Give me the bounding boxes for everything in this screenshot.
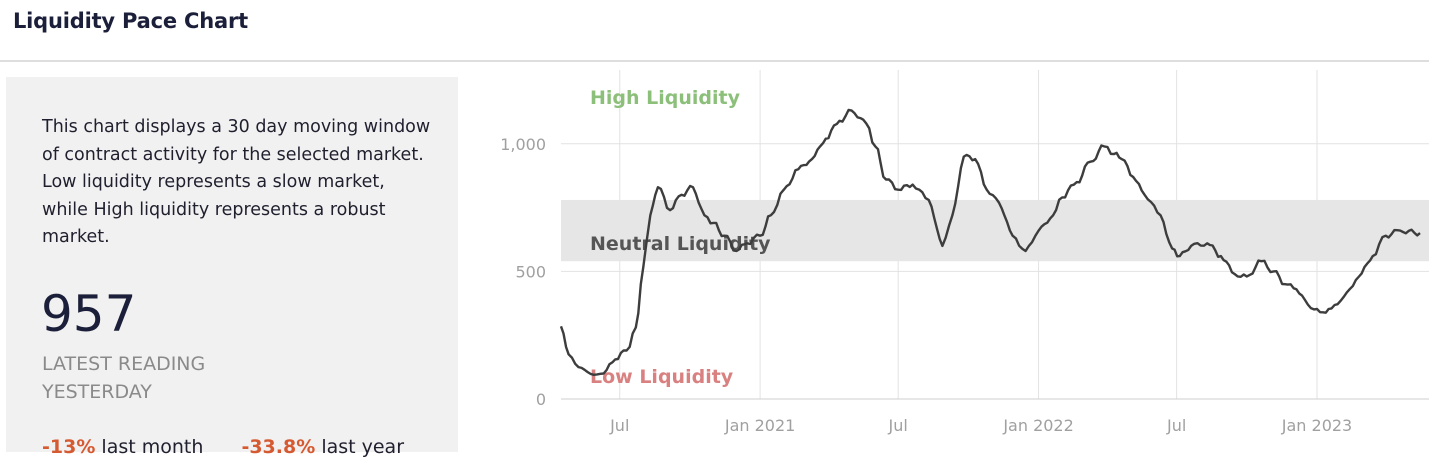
liquidity-series-line [559,108,1421,376]
x-tick-label: Jul [888,416,908,435]
info-panel: This chart displays a 30 day moving wind… [6,77,458,458]
x-tick-label: Jul [609,416,629,435]
zone-labels: High Liquidity Neutral Liquidity Low Liqui… [590,87,771,388]
chart-axes: 0 500 1,000 Jul Jan 2021 Jul Jan 2022 Jul Jan 20… [500,135,1429,435]
y-tick-label: 1,000 [500,135,546,154]
chart-description: This chart displays a 30 day moving wind… [42,117,431,247]
change-label: last month [101,436,204,458]
header-divider [0,60,1429,62]
y-tick-label: 0 [536,390,546,409]
high-liquidity-label: High Liquidity [590,87,741,109]
change-last-year: -33.8% last year [241,436,404,458]
liquidity-pace-chart[interactable]: High Liquidity Neutral Liquidity Low Liqui… [480,70,1429,467]
latest-reading-label: LATEST READING YESTERDAY [42,350,205,406]
change-value: -13% [42,436,96,458]
neutral-liquidity-band [561,199,1429,262]
y-tick-label: 500 [515,262,546,281]
latest-reading-value: 957 [41,285,137,343]
change-label: last year [321,436,405,458]
change-summary: -13% last month -33.8% last year [42,436,436,458]
latest-reading-period: YESTERDAY [42,381,152,403]
change-value: -33.8% [241,436,316,458]
change-last-month: -13% last month [42,436,203,458]
x-tick-label: Jan 2023 [1281,416,1352,435]
x-tick-label: Jan 2021 [724,416,795,435]
neutral-liquidity-label: Neutral Liquidity [590,233,771,255]
x-tick-label: Jan 2022 [1002,416,1073,435]
x-tick-label: Jul [1166,416,1186,435]
chart-series [559,108,1421,376]
page-title: Liquidity Pace Chart [13,9,248,33]
low-liquidity-label: Low Liquidity [590,366,734,388]
latest-reading-caption: LATEST READING [42,353,206,375]
